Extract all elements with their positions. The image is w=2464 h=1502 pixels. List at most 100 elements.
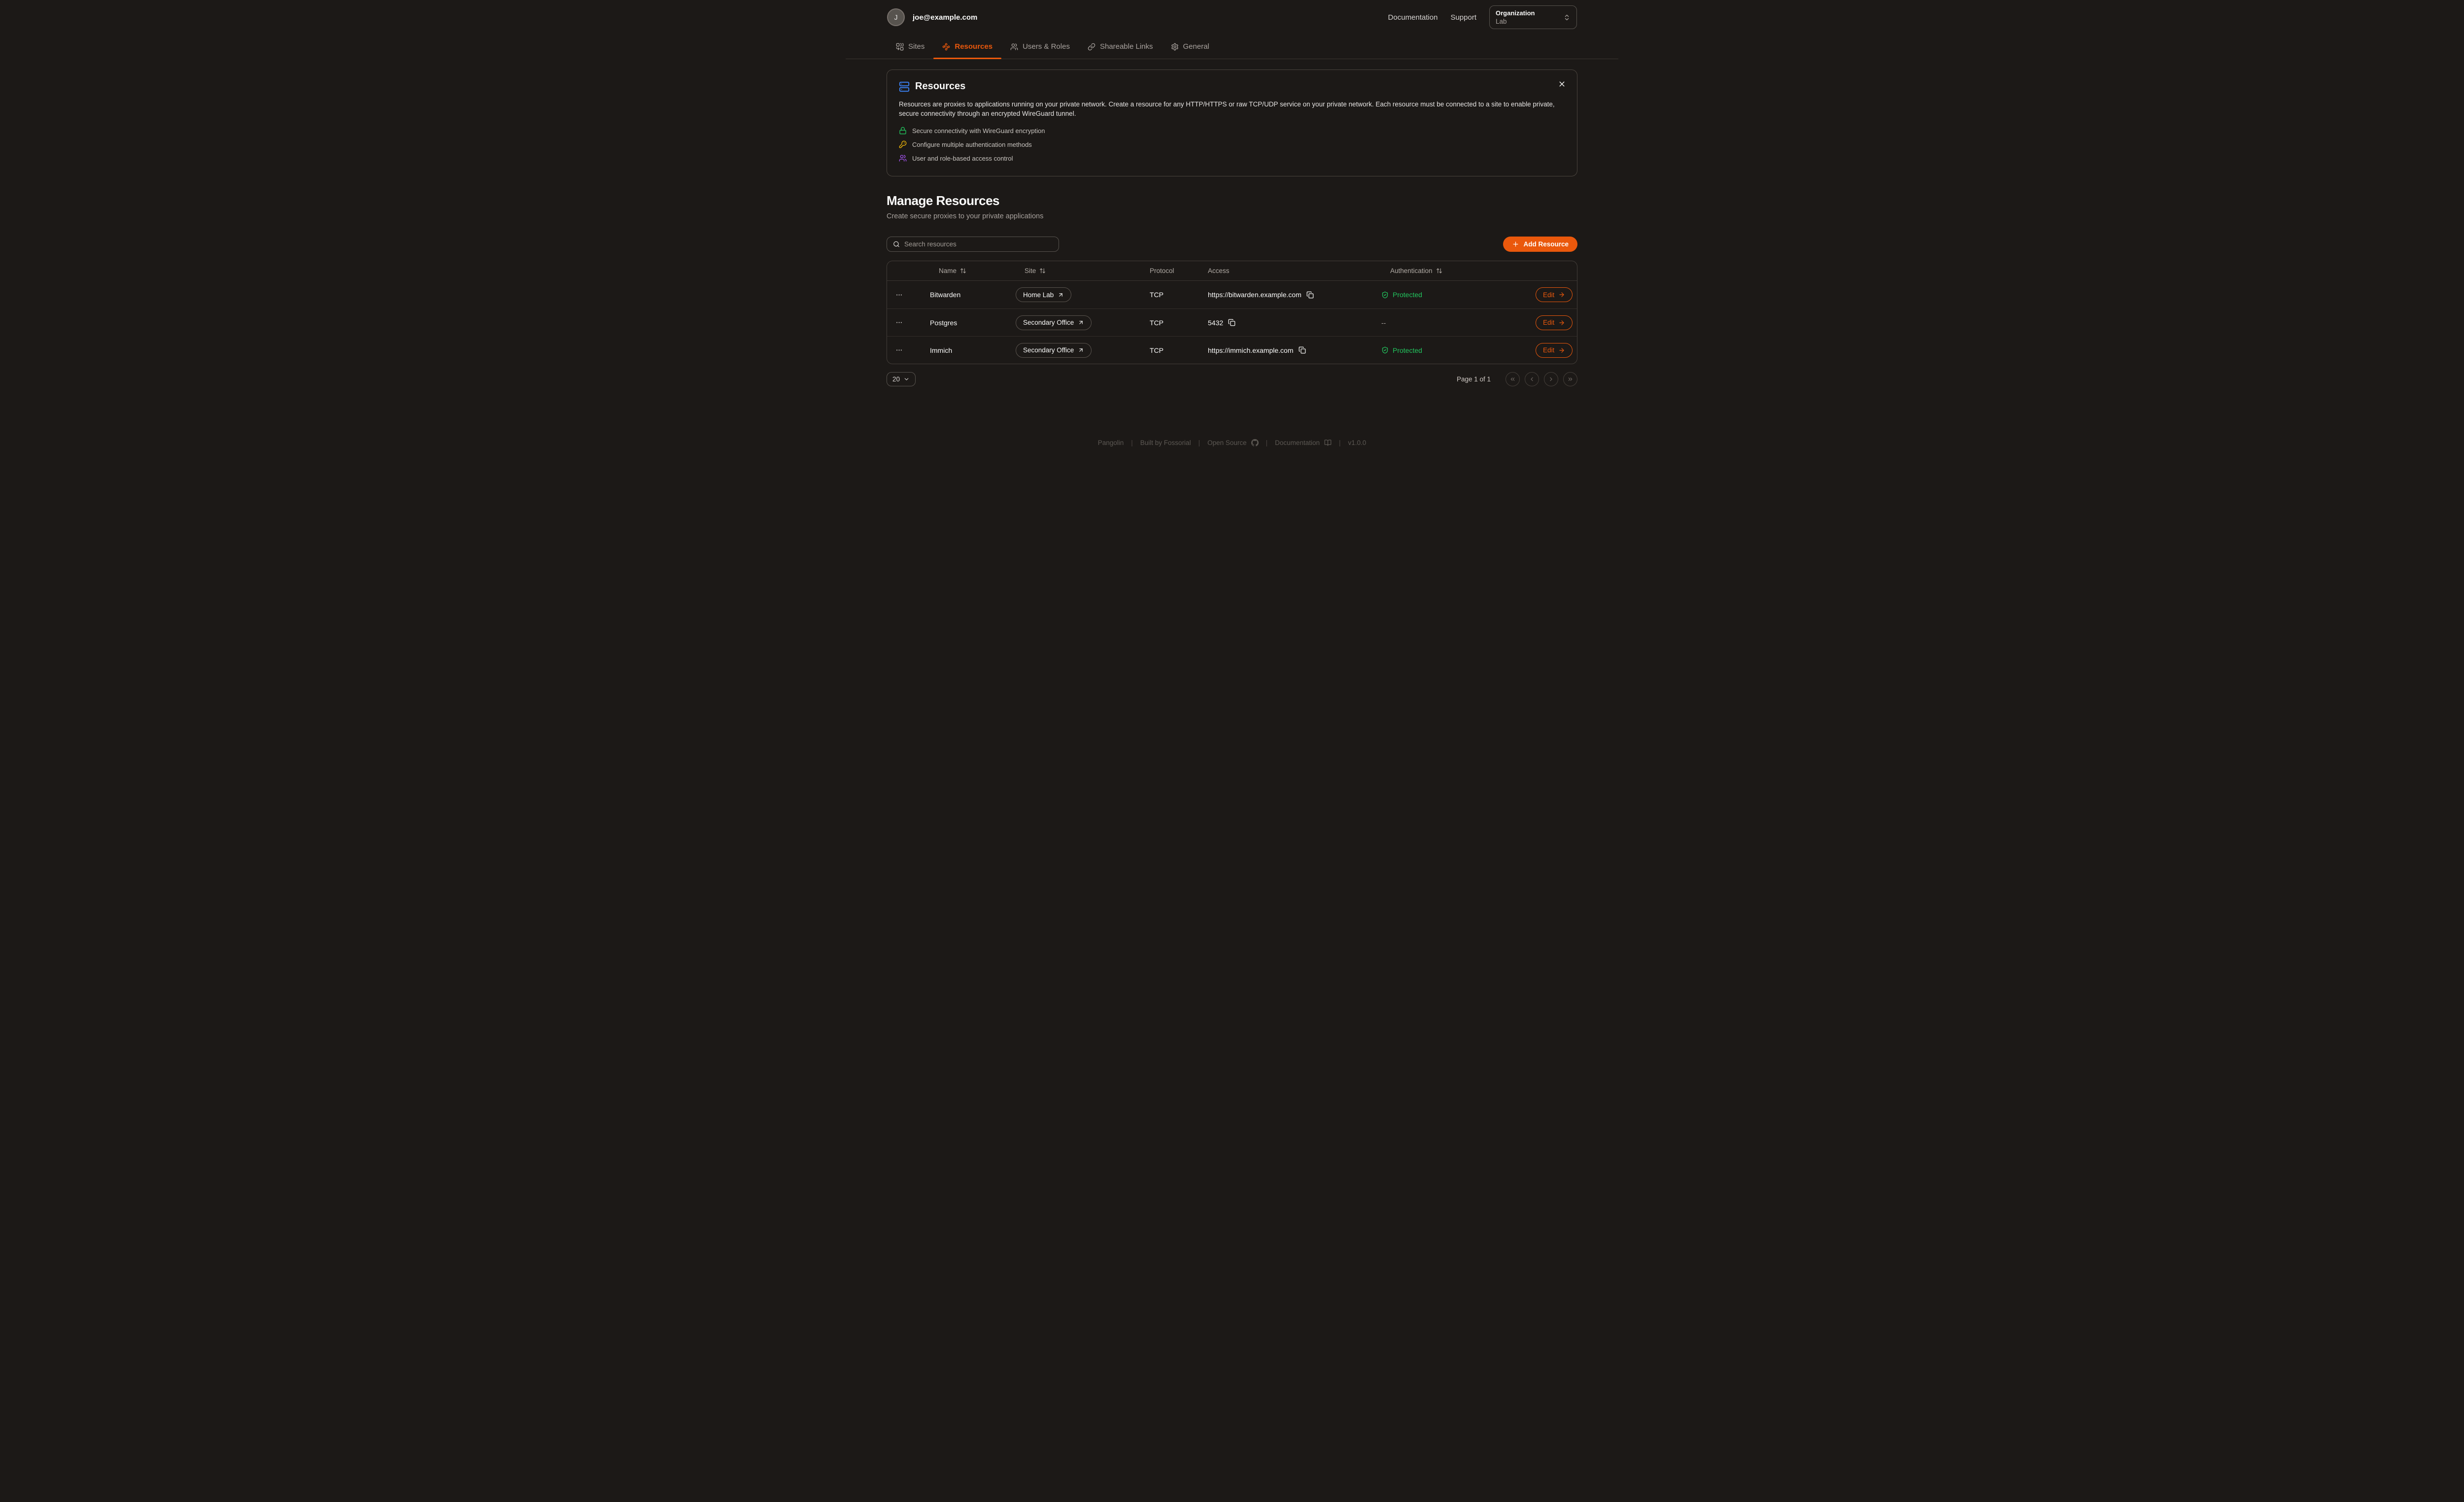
row-menu-button[interactable] [895,319,903,326]
external-link-icon [1078,347,1084,353]
user-menu[interactable]: J joe@example.com [887,8,977,26]
sort-header-site[interactable]: Site [1016,267,1150,274]
footer: Pangolin | Built by Fossorial | Open Sou… [1097,439,1367,446]
users-icon [1010,43,1018,51]
tab-sites[interactable]: Sites [887,34,933,59]
feature-item: Secure connectivity with WireGuard encry… [899,127,1565,135]
gear-icon [1171,43,1179,51]
chevrons-left-icon [1509,376,1516,382]
footer-brand: Pangolin [1097,439,1124,446]
tab-shareable-links[interactable]: Shareable Links [1079,34,1162,59]
chevron-down-icon [903,376,910,382]
tab-resources[interactable]: Resources [933,34,1001,59]
waypoints-icon [942,43,950,51]
toolbar: Add Resource [887,237,1577,252]
user-email: joe@example.com [913,13,978,22]
shield-check-icon [1381,291,1389,299]
close-icon [1558,80,1566,88]
header-protocol: Protocol [1150,267,1174,274]
avatar-initial: J [894,13,898,21]
copy-button[interactable] [1299,346,1306,354]
sort-icon [960,268,966,274]
auth-status-badge: Protected [1381,346,1536,354]
sort-icon [1039,268,1046,274]
arrow-right-icon [1558,319,1565,326]
organization-value: Lab [1496,18,1507,25]
next-page-button[interactable] [1544,372,1558,386]
external-link-icon [1058,292,1064,298]
resource-name: Postgres [930,318,958,327]
more-horizontal-icon [895,291,903,299]
edit-button[interactable]: Edit [1536,342,1573,358]
chevrons-up-down-icon [1563,14,1571,21]
page-info: Page 1 of 1 [1456,376,1491,383]
copy-button[interactable] [1228,319,1235,326]
arrow-right-icon [1558,291,1565,298]
search-input[interactable] [904,240,1053,248]
app-root: J joe@example.com Documentation Support … [846,0,1618,457]
organization-selector[interactable]: Organization Lab [1489,5,1577,29]
resources-table: Name Site Protocol Access Authentication [887,261,1577,364]
resource-access: https://immich.example.com [1208,346,1294,354]
edit-button[interactable]: Edit [1536,287,1573,302]
footer-built-by-link[interactable]: Built by Fossorial [1140,439,1191,446]
resource-name: Bitwarden [930,291,961,299]
search-box [887,237,1059,252]
previous-page-button[interactable] [1525,372,1539,386]
table-header: Name Site Protocol Access Authentication [887,261,1577,281]
resource-protocol: TCP [1150,291,1164,299]
footer-open-source-link[interactable]: Open Source [1207,439,1259,446]
auth-status-none: -- [1381,318,1386,327]
resource-name: Immich [930,346,953,354]
sort-header-name[interactable]: Name [930,267,1016,274]
copy-button[interactable] [1306,291,1314,299]
lock-icon [899,127,907,135]
add-resource-button[interactable]: Add Resource [1503,237,1577,252]
plus-icon [1512,240,1519,248]
key-icon [899,140,907,148]
row-menu-button[interactable] [895,346,903,354]
top-bar: J joe@example.com Documentation Support … [846,0,1618,34]
row-menu-button[interactable] [895,291,903,299]
site-link-button[interactable]: Secondary Office [1016,342,1092,358]
page-size-select[interactable]: 20 [887,372,916,386]
resource-protocol: TCP [1150,346,1164,354]
first-page-button[interactable] [1506,372,1520,386]
organization-label: Organization [1496,9,1535,17]
edit-button[interactable]: Edit [1536,315,1573,330]
table-row: Immich Secondary Office TCP https://immi… [887,336,1577,364]
combine-icon [896,43,904,51]
site-link-button[interactable]: Secondary Office [1016,315,1092,330]
book-open-icon [1324,439,1332,446]
last-page-button[interactable] [1563,372,1577,386]
footer-version: v1.0.0 [1348,439,1367,446]
copy-icon [1299,346,1306,354]
support-link[interactable]: Support [1450,13,1476,22]
close-card-button[interactable] [1558,80,1566,88]
site-link-button[interactable]: Home Lab [1016,287,1072,302]
arrow-right-icon [1558,347,1565,354]
resource-access: 5432 [1208,318,1224,327]
page-title: Manage Resources [887,193,999,208]
card-description: Resources are proxies to applications ru… [899,101,1555,117]
table-row: Bitwarden Home Lab TCP https://bitwarden… [887,281,1577,308]
server-icon [899,81,910,92]
more-horizontal-icon [895,319,903,326]
auth-status-badge: Protected [1381,291,1536,299]
feature-item: User and role-based access control [899,154,1565,162]
tab-bar: Sites Resources Users & Roles Shareable … [846,34,1618,59]
tab-users-roles[interactable]: Users & Roles [1001,34,1079,59]
resources-info-card: Resources Resources are proxies to appli… [887,69,1577,176]
documentation-link[interactable]: Documentation [1388,13,1438,22]
search-icon [893,240,900,248]
external-link-icon [1078,319,1084,326]
avatar[interactable]: J [887,8,905,26]
more-horizontal-icon [895,346,903,354]
sort-header-authentication[interactable]: Authentication [1381,267,1536,274]
tab-general[interactable]: General [1162,34,1218,59]
github-icon [1251,439,1259,446]
shield-check-icon [1381,346,1389,354]
footer-documentation-link[interactable]: Documentation [1275,439,1332,446]
copy-icon [1306,291,1314,299]
feature-list: Secure connectivity with WireGuard encry… [899,127,1565,162]
